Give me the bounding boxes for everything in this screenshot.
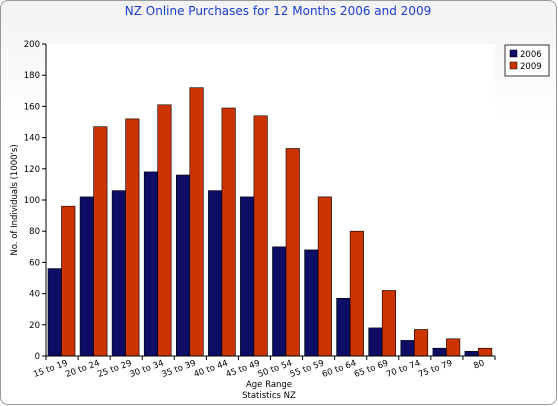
y-tick-label: 120 xyxy=(24,165,40,175)
bar-2006-1 xyxy=(47,268,62,357)
bar-2006-13 xyxy=(432,347,447,357)
y-tick-label: 100 xyxy=(24,196,40,206)
bar-2009-9 xyxy=(317,196,332,357)
y-tick-label: 20 xyxy=(29,321,40,331)
y-tick-label: 80 xyxy=(29,227,40,237)
y-tick-label: 160 xyxy=(24,102,40,112)
bar-2006-10 xyxy=(336,297,351,357)
y-tick-label: 40 xyxy=(29,290,40,300)
x-tick-label: 30 to 34 xyxy=(128,358,165,380)
bar-2006-7 xyxy=(240,196,255,357)
bar-2009-1 xyxy=(61,205,76,357)
bar-2006-5 xyxy=(176,174,191,357)
x-tick-label: 50 to 54 xyxy=(257,358,294,380)
bar-2006-2 xyxy=(79,196,94,357)
bar-2009-3 xyxy=(125,118,140,357)
x-tick-label: 65 to 69 xyxy=(353,358,390,380)
x-tick-label: 20 to 24 xyxy=(64,358,101,380)
y-axis-title: No. of Individuals (1000's) xyxy=(10,144,20,255)
chart-title-bar: NZ Online Purchases for 12 Months 2006 a… xyxy=(0,0,556,18)
chart-title: NZ Online Purchases for 12 Months 2006 a… xyxy=(124,4,432,18)
bar-2006-14 xyxy=(464,350,479,357)
x-tick-label: 35 to 39 xyxy=(160,358,197,380)
legend: 2006 2009 xyxy=(504,44,550,77)
bar-2009-8 xyxy=(285,148,300,357)
bar-2009-14 xyxy=(478,347,493,357)
bar-2009-6 xyxy=(221,107,236,357)
x-tick-label: 45 to 49 xyxy=(225,358,262,380)
y-tick-label: 0 xyxy=(35,352,40,362)
x-tick-label: 40 to 44 xyxy=(193,358,230,380)
bar-2006-6 xyxy=(208,190,223,357)
bar-2006-12 xyxy=(400,340,415,357)
x-tick-label: 75 to 79 xyxy=(417,358,454,380)
bar-2006-4 xyxy=(143,171,158,357)
x-axis-title: Age Range xyxy=(246,380,292,390)
y-tick-label: 60 xyxy=(29,258,40,268)
x-tick-label: 70 to 74 xyxy=(385,358,422,380)
bar-2009-10 xyxy=(349,230,364,357)
bar-2009-7 xyxy=(253,115,268,357)
x-tick-label: 80 xyxy=(472,358,486,371)
x-tick-label: 60 to 64 xyxy=(321,358,358,380)
legend-swatch-2009 xyxy=(509,61,518,70)
y-tick-label: 200 xyxy=(24,40,40,50)
bar-2009-5 xyxy=(189,87,204,357)
y-tick-label: 180 xyxy=(24,71,40,81)
bar-2009-13 xyxy=(446,338,461,357)
x-tick-label: 25 to 29 xyxy=(96,358,133,380)
bar-2009-12 xyxy=(413,329,429,357)
bar-2009-11 xyxy=(381,290,397,357)
y-tick-label: 140 xyxy=(24,134,40,144)
legend-label-2006: 2006 xyxy=(520,50,542,60)
legend-swatch-2006 xyxy=(509,49,518,58)
bar-2006-3 xyxy=(111,190,126,357)
x-axis-source-note: Statistics NZ xyxy=(242,391,296,401)
bar-2009-4 xyxy=(157,104,172,357)
x-tick-label: 55 to 59 xyxy=(289,358,326,380)
bar-2009-2 xyxy=(93,126,108,357)
bar-2006-11 xyxy=(368,327,383,357)
bar-2006-9 xyxy=(304,249,319,357)
legend-label-2009: 2009 xyxy=(520,62,542,72)
bar-2006-8 xyxy=(272,246,287,357)
